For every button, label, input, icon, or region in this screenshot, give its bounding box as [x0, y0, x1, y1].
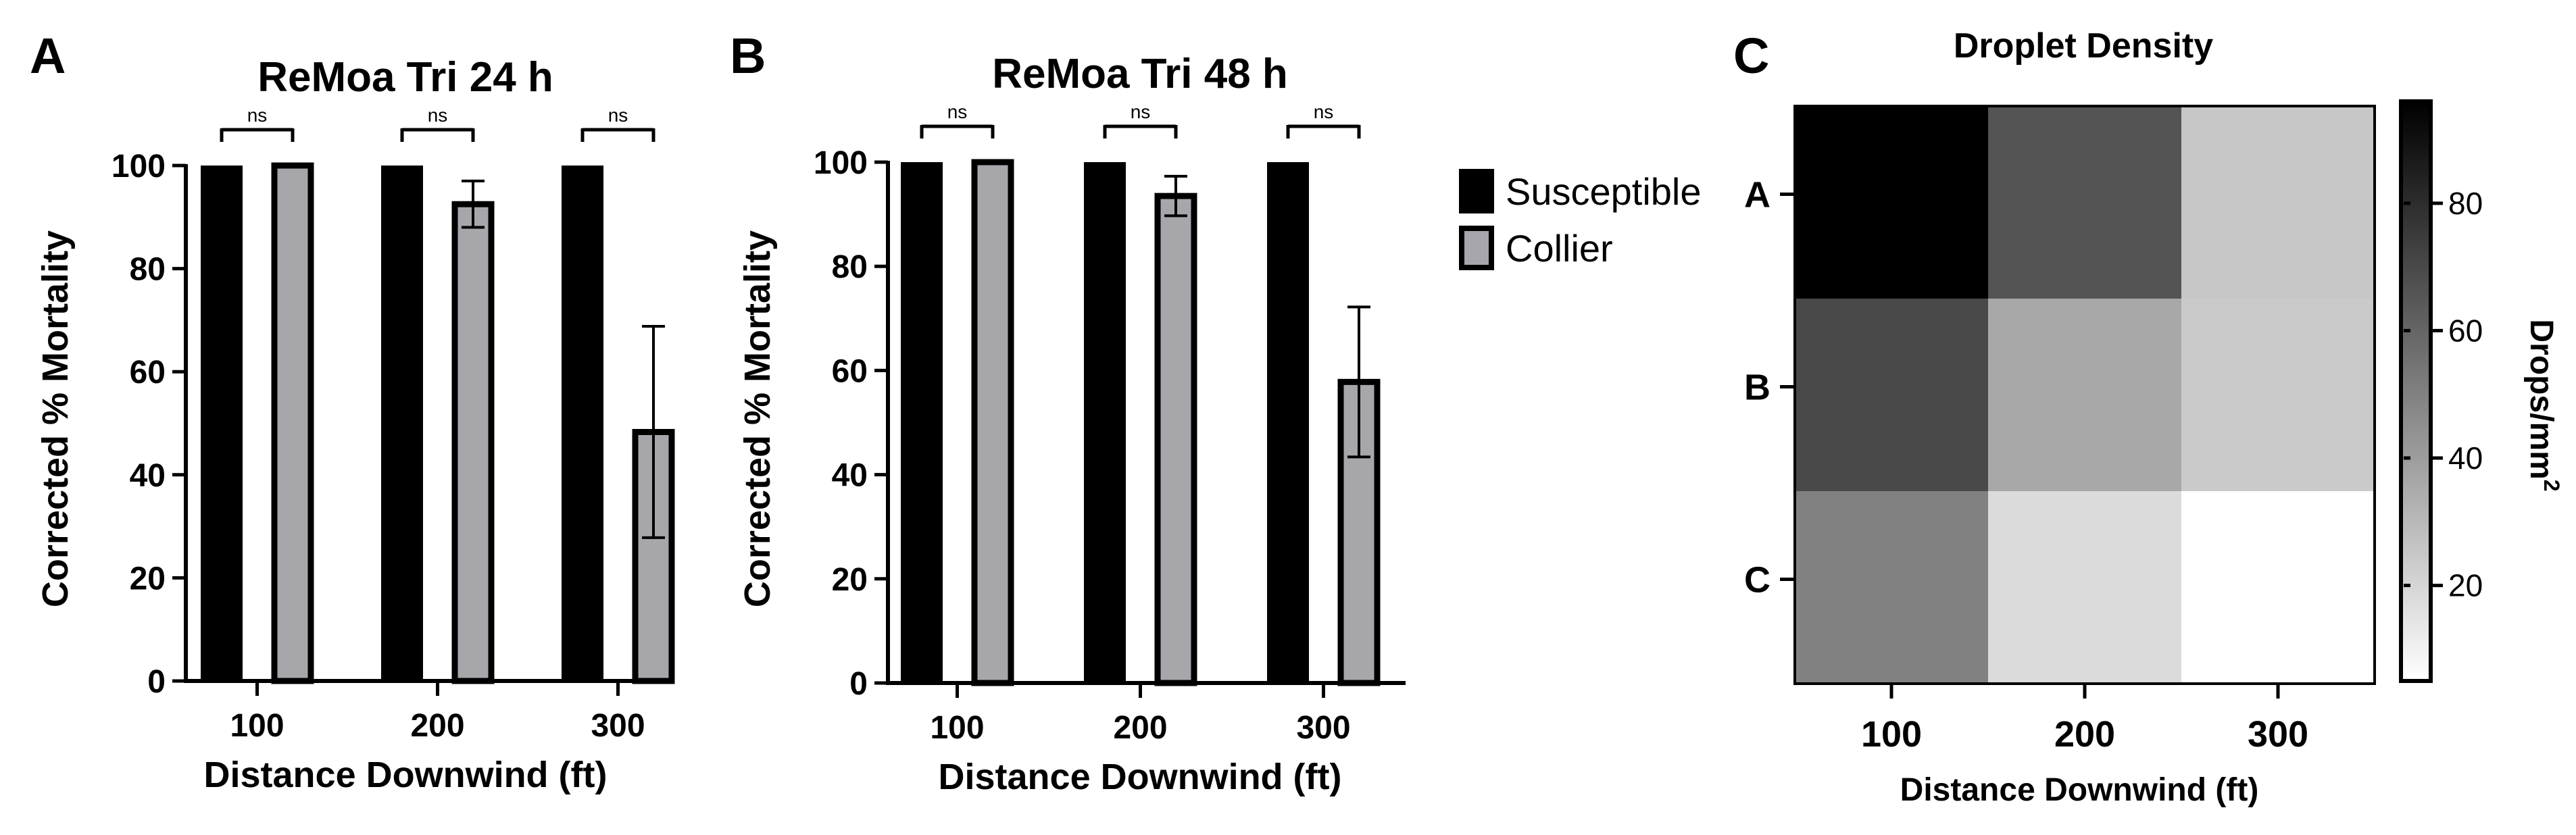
chart-title: Droplet Density: [1954, 26, 2213, 66]
panel-c-heatmap: C Droplet Density Distance Downwind (ft)…: [1733, 26, 2564, 808]
bar-susceptible-100: [201, 166, 243, 681]
y-tick-label: 40: [130, 458, 166, 494]
y-tick-label: 20: [832, 562, 868, 598]
heatmap-cell-B-300: [2181, 299, 2375, 492]
y-tick-label: 0: [147, 664, 166, 700]
y-tick-label: 60: [832, 353, 868, 389]
y-tick-label: 20: [130, 561, 166, 597]
colorbar-label: Drops/mm2: [2523, 319, 2564, 491]
colorbar: [2399, 99, 2433, 683]
bar-susceptible-300: [562, 166, 603, 681]
y-tick-label: C: [1744, 560, 1770, 601]
colorbar-tick-label: 60: [2448, 313, 2483, 348]
chart-title: ReMoa Tri 48 h: [992, 51, 1288, 97]
bar-collier-100: [971, 159, 1014, 686]
legend-swatch-susceptible: [1459, 169, 1494, 213]
significance-label: ns: [428, 105, 448, 126]
colorbar-tick-label: 20: [2448, 568, 2483, 603]
colorbar-tick-label: 40: [2448, 440, 2483, 476]
significance-label: ns: [1131, 101, 1151, 122]
x-tick-label: 100: [1861, 714, 1922, 755]
bar-susceptible-300: [1267, 162, 1309, 683]
significance-label: ns: [1314, 101, 1334, 122]
panel-b-bar-chart: B ReMoa Tri 48 h Distance Downwind (ft) …: [730, 28, 1406, 797]
x-tick-label: 200: [410, 708, 464, 744]
colorbar-label-text: Drops/mm: [2523, 319, 2559, 479]
x-axis-title: Distance Downwind (ft): [204, 755, 608, 795]
x-tick-label: 300: [1296, 710, 1350, 746]
heatmap-cell-A-300: [2181, 106, 2375, 299]
x-axis-title: Distance Downwind (ft): [939, 757, 1342, 797]
heatmap-cell-B-200: [1988, 299, 2182, 492]
heatmap-cell-C-100: [1795, 491, 1989, 684]
y-axis-title: Corrected % Mortality: [35, 230, 76, 607]
legend: Susceptible Collier: [1459, 169, 1702, 270]
legend-label-collier: Collier: [1506, 227, 1613, 270]
heatmap-cell-A-200: [1988, 106, 2182, 299]
significance-label: ns: [608, 105, 628, 126]
colorbar-tick-label: 80: [2448, 186, 2483, 221]
legend-swatch-collier: [1459, 226, 1494, 270]
y-tick-label: A: [1744, 175, 1770, 216]
y-tick-label: 60: [130, 355, 166, 390]
y-tick-label: 0: [849, 666, 868, 702]
panel-letter-a: A: [30, 28, 66, 84]
x-axis-title: Distance Downwind (ft): [1900, 772, 2259, 808]
x-tick-label: 200: [2054, 714, 2115, 755]
y-tick-label: B: [1744, 368, 1770, 408]
y-tick-label: 80: [130, 252, 166, 288]
significance-label: ns: [947, 101, 968, 122]
bar-collier-100: [271, 162, 314, 684]
y-tick-label: 80: [832, 249, 868, 285]
x-tick-label: 300: [2248, 714, 2308, 755]
colorbar-label-superscript: 2: [2540, 480, 2564, 492]
x-tick-label: 100: [230, 708, 284, 744]
legend-label-susceptible: Susceptible: [1506, 170, 1702, 213]
panel-a-bar-chart: A ReMoa Tri 24 h Distance Downwind (ft) …: [30, 28, 675, 795]
heatmap-cell-C-300: [2181, 491, 2375, 684]
heatmap-cell-B-100: [1795, 299, 1989, 492]
legend-item-collier: Collier: [1459, 226, 1613, 270]
x-tick-label: 100: [930, 710, 984, 746]
heatmap-cell-A-100: [1795, 106, 1989, 299]
y-tick-label: 40: [832, 458, 868, 494]
x-tick-label: 300: [591, 708, 645, 744]
bar-collier-200: [451, 201, 495, 684]
heatmap-cell-C-200: [1988, 491, 2182, 684]
bar-susceptible-200: [381, 166, 423, 681]
chart-title: ReMoa Tri 24 h: [257, 54, 553, 101]
significance-label: ns: [247, 105, 268, 126]
panel-letter-c: C: [1733, 28, 1769, 84]
panel-letter-b: B: [730, 28, 766, 84]
bar-susceptible-200: [1084, 162, 1126, 683]
legend-item-susceptible: Susceptible: [1459, 169, 1702, 213]
bar-susceptible-100: [901, 162, 943, 683]
y-tick-label: 100: [814, 145, 868, 181]
bar-collier-200: [1154, 193, 1197, 686]
y-axis-title: Corrected % Mortality: [737, 230, 778, 607]
y-tick-label: 100: [112, 149, 166, 184]
x-tick-label: 200: [1113, 710, 1167, 746]
